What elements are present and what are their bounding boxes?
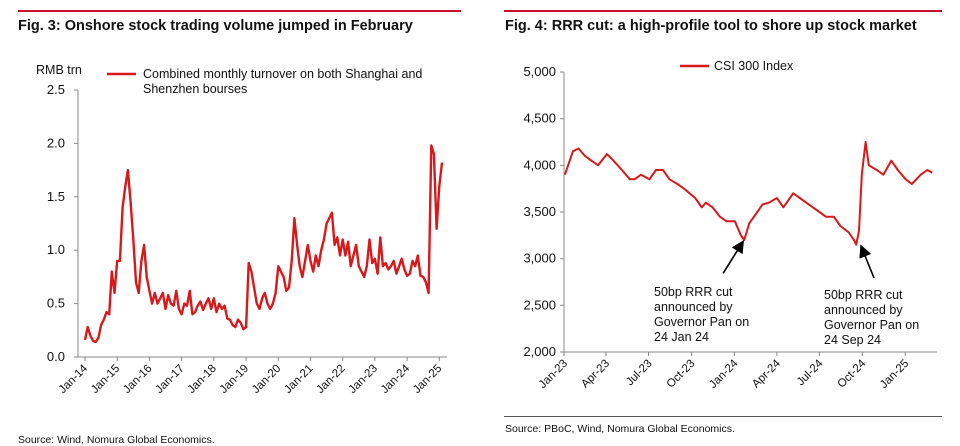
x-tick-label: Jan-24	[379, 362, 413, 396]
y-tick-label: 4,000	[523, 157, 556, 172]
figure-4-source: Source: PBoC, Wind, Nomura Global Econom…	[505, 423, 735, 435]
y-tick-label: 3,500	[523, 204, 556, 219]
y-tick-label: 3,000	[523, 251, 556, 266]
annotation-sep24-line: 50bp RRR cut	[824, 288, 903, 302]
x-tick-label: Jan-22	[314, 363, 347, 396]
figure-3-panel: Fig. 3: Onshore stock trading volume jum…	[0, 0, 480, 446]
y-tick-label: 4,500	[523, 111, 556, 126]
x-tick-label: Jan-17	[153, 363, 186, 396]
legend-label-line-1: Combined monthly turnover on both Shangh…	[143, 67, 422, 81]
x-tick-label: Jan-14	[57, 362, 91, 396]
x-tick-label: Jan-21	[282, 363, 315, 396]
figure-4-top-rule	[504, 10, 942, 12]
annotation-arrow-sep24	[859, 244, 875, 279]
y-tick-label: 5,000	[523, 64, 556, 79]
x-tick-label: Jan-16	[121, 363, 154, 396]
annotation-sep24-line: announced by	[824, 303, 903, 317]
figure-4-panel: Fig. 4: RRR cut: a high-profile tool to …	[480, 0, 960, 444]
annotation-arrow-jan24	[722, 239, 744, 274]
y-tick-label: 2.5	[47, 82, 65, 97]
figure-4-bottom-rule	[504, 416, 942, 417]
y-tick-label: 2,000	[523, 344, 556, 359]
legend-label: CSI 300 Index	[714, 59, 794, 73]
figure-4-title: Fig. 4: RRR cut: a high-profile tool to …	[505, 18, 917, 34]
x-tick-label: Jan-24	[707, 357, 741, 391]
figure-3-title: Fig. 3: Onshore stock trading volume jum…	[18, 18, 413, 34]
annotation-jan24-line: Governor Pan on	[654, 315, 749, 329]
x-tick-label: Jan-23	[537, 358, 570, 391]
x-tick-label: Jan-20	[250, 363, 283, 396]
series-line-csi300	[563, 141, 933, 246]
figure-3-source: Source: Wind, Nomura Global Economics.	[18, 434, 215, 446]
y-tick-label: 2.0	[47, 135, 65, 150]
x-tick-label: Jan-25	[878, 358, 911, 391]
y-unit-label: RMB trn	[36, 63, 82, 77]
figure-3-top-rule	[18, 10, 461, 12]
y-tick-label: 0.0	[47, 349, 65, 364]
x-tick-label: Jan-23	[347, 363, 380, 396]
annotation-sep24-line: 24 Sep 24	[824, 333, 881, 347]
x-tick-label: Jul-24	[795, 357, 826, 388]
x-tick-label: Jan-19	[218, 363, 251, 396]
y-tick-label: 0.5	[47, 296, 65, 311]
annotation-sep24-line: Governor Pan on	[824, 318, 919, 332]
annotation-jan24-line: announced by	[654, 300, 733, 314]
annotation-jan24-line: 50bp RRR cut	[654, 285, 733, 299]
figure-4-chart: 2,000 2,500 3,000 3,500 4,000 4,500 5,000 Jan-2…	[523, 59, 937, 391]
legend-label-line-2: Shenzhen bourses	[143, 82, 247, 96]
annotation-jan24-line: 24 Jan 24	[654, 330, 709, 344]
x-tick-label: Jan-25	[411, 363, 444, 396]
x-tick-label: Jul-23	[624, 358, 655, 389]
x-tick-label: Jan-18	[186, 363, 219, 396]
x-tick-label: Apr-24	[750, 357, 783, 390]
x-tick-label: Oct-23	[665, 358, 698, 391]
x-tick-label: Jan-15	[89, 363, 122, 396]
x-tick-label: Oct-24	[836, 357, 869, 390]
y-tick-label: 1.0	[47, 242, 65, 257]
y-tick-label: 2,500	[523, 297, 556, 312]
y-tick-label: 1.5	[47, 189, 65, 204]
x-tick-label: Apr-23	[579, 358, 612, 391]
series-line-turnover	[83, 144, 444, 344]
